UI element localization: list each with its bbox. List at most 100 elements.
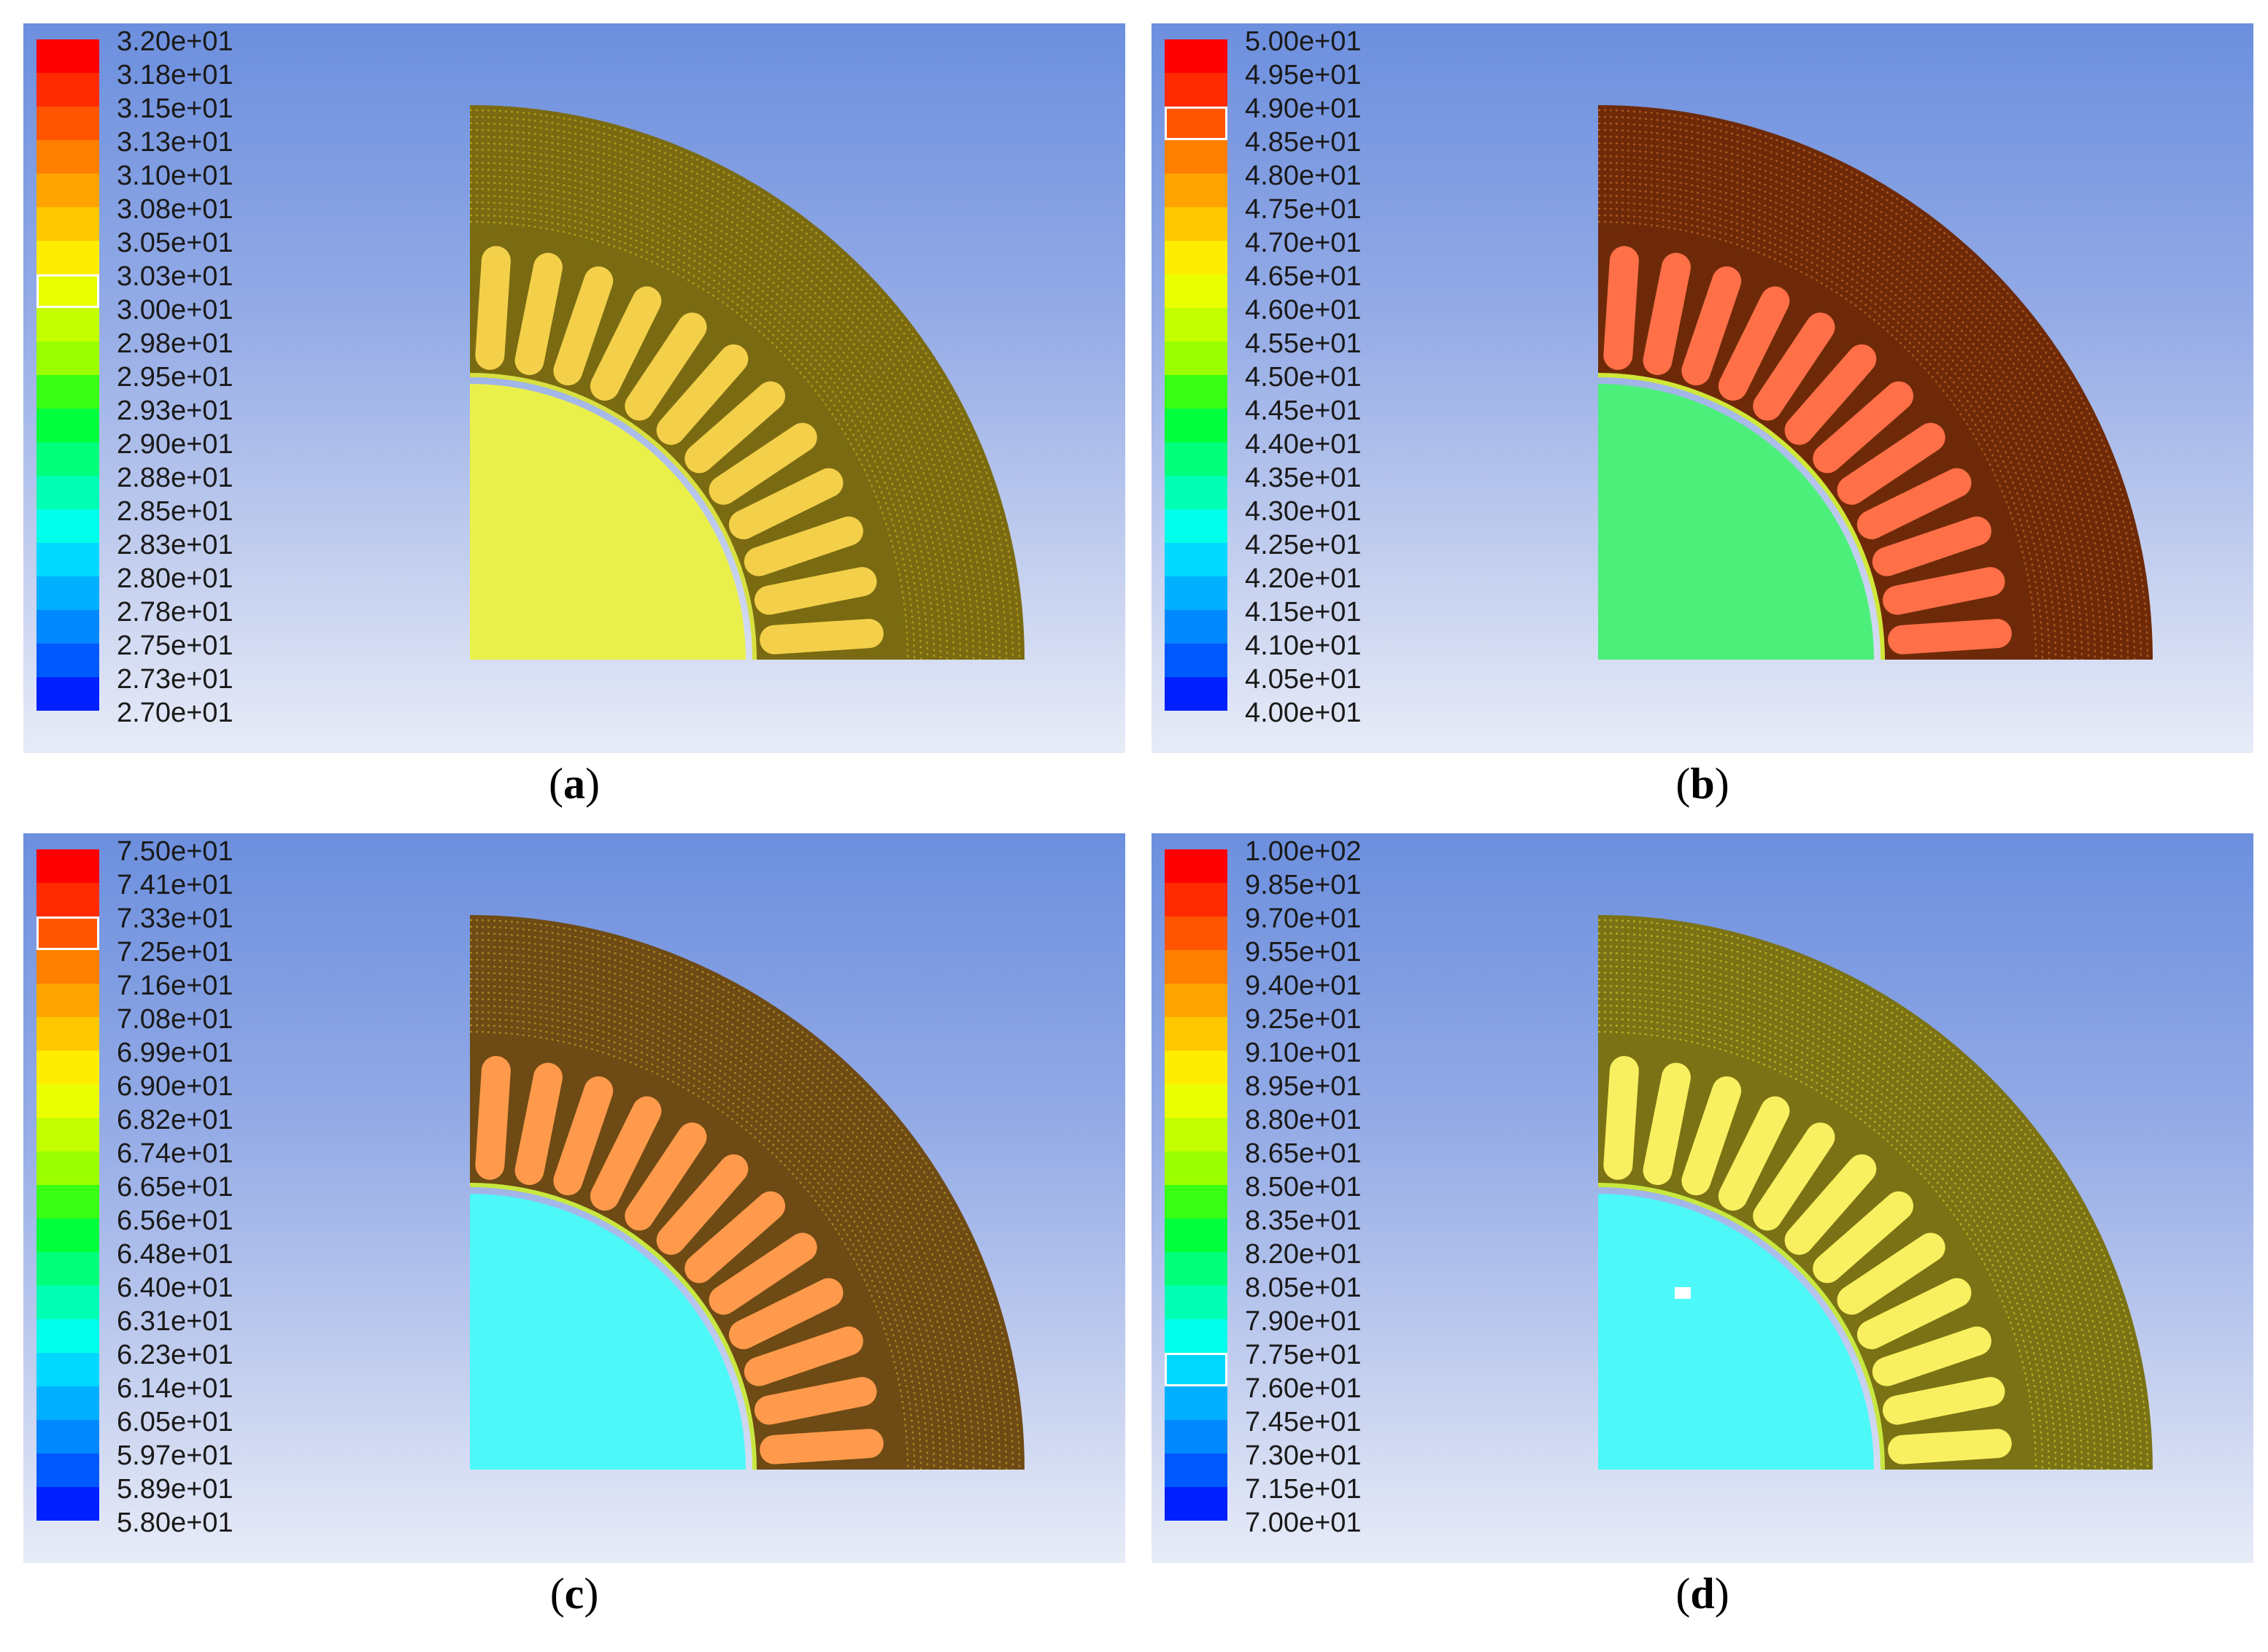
colorbar-tick-label: 8.05e+01: [1245, 1273, 1362, 1303]
contour-panel-b: 5.00e+01 4.95e+01 4.90e+01 4.85e+01 4.80e+01…: [1152, 23, 2253, 753]
stator-mesh-ring: [469, 932, 1008, 1470]
colorbar-swatch: [36, 107, 99, 140]
stator-slot: [1643, 1062, 1691, 1186]
colorbar-tick-label: 4.95e+01: [1245, 60, 1362, 90]
colorbar-swatch: [1165, 442, 1227, 476]
stator-slot: [728, 1278, 844, 1350]
stator-mesh-ring: [469, 194, 936, 660]
stator-slot: [1603, 1056, 1639, 1180]
motor-section: [469, 915, 1025, 1470]
colorbar-tick-label: 6.74e+01: [117, 1138, 234, 1169]
rotor: [1598, 384, 1874, 660]
motor-section: [1597, 105, 2153, 660]
stator-mesh-ring: [1597, 938, 2129, 1470]
stator-mesh-ring: [469, 174, 955, 660]
colorbar-tick-label: 3.13e+01: [117, 127, 234, 158]
colorbar-swatch: [36, 1487, 99, 1521]
colorbar-tick-label: 4.05e+01: [1245, 664, 1362, 695]
colorbar-swatch: [1165, 274, 1227, 308]
air-gap: [469, 1183, 757, 1470]
stator-mesh-ring: [469, 128, 1001, 660]
stator-slot: [514, 252, 563, 376]
stator-mesh-ring: [1597, 1024, 2044, 1470]
colorbar-tick-label: 4.60e+01: [1245, 295, 1362, 325]
colorbar-tick-label: 2.90e+01: [117, 429, 234, 460]
colorbar-tick-label: 2.85e+01: [117, 496, 234, 527]
colorbar-tick-label: 2.80e+01: [117, 563, 234, 594]
panel-letter: d: [1690, 1570, 1715, 1618]
colorbar-tick-label: 7.50e+01: [117, 836, 234, 867]
motor-geometry: [469, 105, 1025, 660]
colorbar-tick-label: 5.89e+01: [117, 1474, 234, 1505]
colorbar-tick-label: 2.93e+01: [117, 395, 234, 426]
colorbar-tick-label: 7.15e+01: [1245, 1474, 1362, 1505]
colorbar-tick-label: 5.97e+01: [117, 1440, 234, 1471]
panel-caption: (a): [549, 760, 600, 808]
colorbar-swatch: [1165, 1219, 1227, 1252]
colorbar-swatch: [36, 39, 99, 73]
colorbar-tick-label: 4.15e+01: [1245, 597, 1362, 628]
stator-mesh-ring: [469, 188, 942, 660]
stator-slot: [684, 381, 786, 474]
stator-mesh-ring: [1597, 925, 2142, 1470]
colorbar-swatch: [36, 476, 99, 509]
colorbar-swatch: [1165, 984, 1227, 1017]
colorbar-tick-label: 4.45e+01: [1245, 395, 1362, 426]
stator-mesh-ring: [1597, 109, 2149, 660]
stator-slot: [1784, 344, 1877, 445]
colorbar-swatch: [36, 610, 99, 644]
stator-slot: [1718, 1096, 1790, 1211]
colorbar-tick-label: 4.65e+01: [1245, 261, 1362, 292]
colorbar-swatch: [1165, 849, 1227, 883]
colorbar-tick-label: 6.31e+01: [117, 1306, 234, 1337]
stator-slot: [656, 1154, 749, 1255]
colorbar-tick-label: 4.10e+01: [1245, 630, 1362, 661]
stator-mesh-ring: [469, 958, 981, 1470]
colorbar-tick-label: 6.48e+01: [117, 1239, 234, 1270]
stator-mesh-ring: [469, 925, 1014, 1470]
air-gap: [1597, 1183, 1885, 1470]
colorbar-tick-label: 6.82e+01: [117, 1105, 234, 1135]
colorbar-tick-label: 6.14e+01: [117, 1373, 234, 1404]
stator-slot: [1856, 468, 1972, 540]
stator-mesh-ring: [1597, 168, 2090, 660]
air-gap: [1597, 373, 1885, 660]
colorbar-tick-label: 8.50e+01: [1245, 1172, 1362, 1203]
stator-mesh-ring: [1597, 971, 2097, 1470]
colorbar-swatch: [1165, 241, 1227, 274]
stator-mesh-ring: [1597, 148, 2110, 660]
colorbar-tick-label: 4.85e+01: [1245, 127, 1362, 158]
air-gap: [469, 373, 757, 660]
stator-mesh-ring: [1597, 142, 2116, 660]
stator-slot: [1681, 1076, 1742, 1196]
colorbar-swatch: [36, 1353, 99, 1386]
colorbar-tick-label: 3.00e+01: [117, 295, 234, 325]
colorbar-swatch: [1165, 1286, 1227, 1319]
colorbar-swatch: [1165, 39, 1227, 73]
colorbar-tick-label: 9.70e+01: [1245, 903, 1362, 934]
colorbar-swatch: [1165, 610, 1227, 644]
colorbar-tick-label: 3.15e+01: [117, 93, 234, 124]
colorbar-swatch: [1165, 1420, 1227, 1454]
stator-slot: [760, 1429, 884, 1464]
stator-slot: [1681, 266, 1742, 386]
colorbar-swatch: [36, 1118, 99, 1151]
colorbar-swatch: [36, 1084, 99, 1118]
motor-geometry: [1597, 105, 2153, 660]
contour-panel-d: 1.00e+02 9.85e+01 9.70e+01 9.55e+01 9.40e+01…: [1152, 833, 2253, 1563]
colorbar-swatch: [36, 1252, 99, 1286]
stator-slot: [1753, 1122, 1835, 1231]
colorbar-tick-label: 4.80e+01: [1245, 161, 1362, 191]
stator-slot: [1882, 1377, 2005, 1425]
colorbar-tick-label: 7.00e+01: [1245, 1508, 1362, 1538]
colorbar-tick-label: 7.41e+01: [117, 870, 234, 900]
stator-slot: [1813, 1191, 1914, 1284]
colorbar-swatch: [36, 509, 99, 543]
stator-mesh-ring: [469, 984, 955, 1470]
stator-slot: [625, 312, 707, 421]
colorbar-swatch: [36, 883, 99, 916]
stator-mesh-ring: [469, 148, 981, 660]
stator-mesh-ring: [1597, 161, 2097, 660]
stator-slot: [1784, 1154, 1877, 1255]
colorbar-tick-label: 3.18e+01: [117, 60, 234, 90]
